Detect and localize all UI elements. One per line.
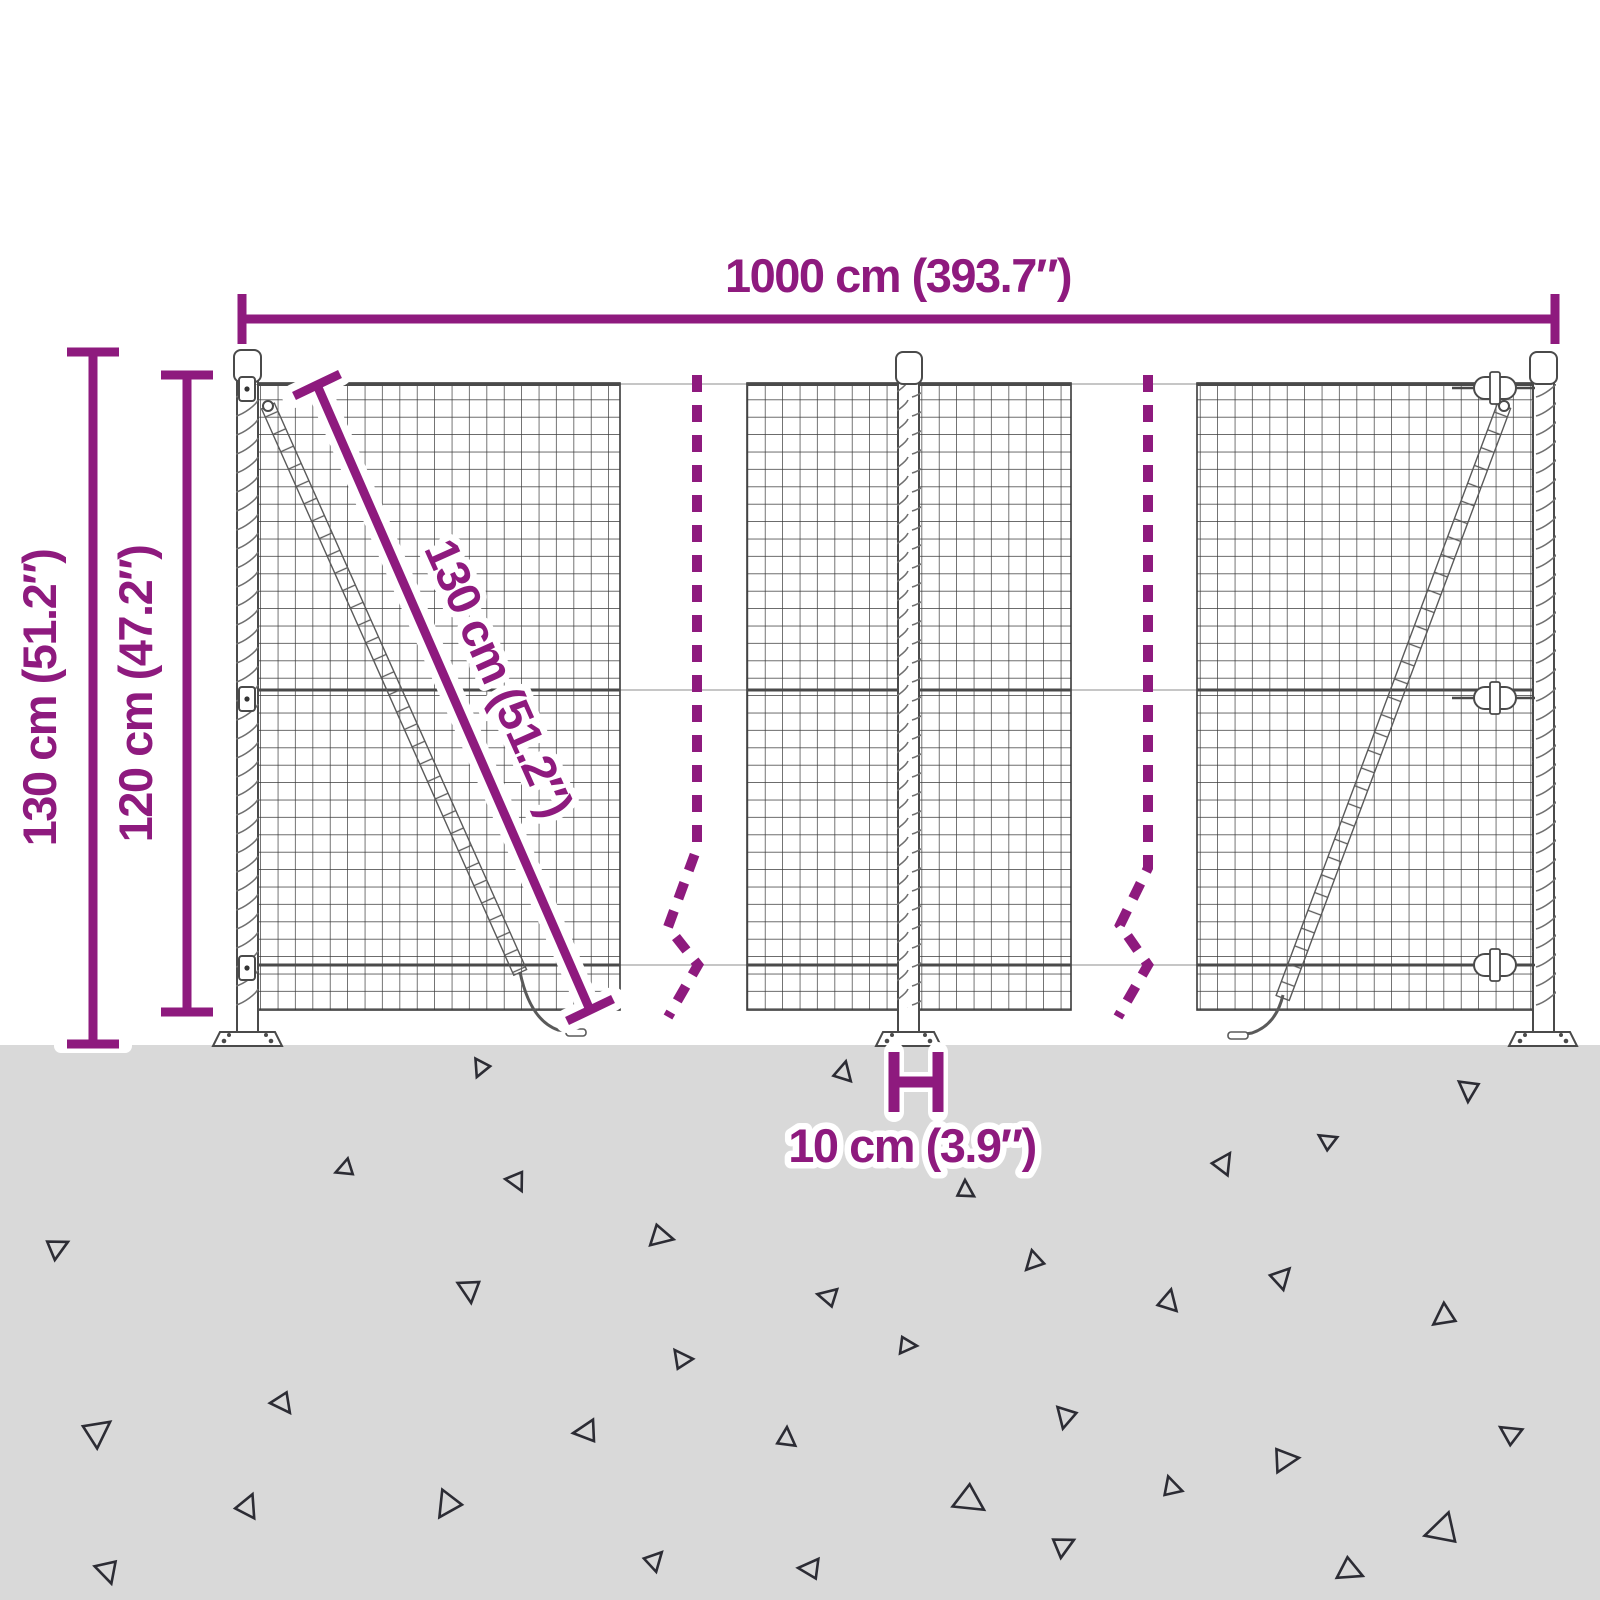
- ground-triangle: [502, 1170, 524, 1194]
- ground-triangle: [1431, 1300, 1458, 1327]
- ground-triangle: [1267, 1266, 1292, 1293]
- ground-triangle: [1334, 1554, 1366, 1580]
- mesh-panel-left: [255, 382, 621, 1011]
- break-lines: [662, 375, 1154, 1020]
- ground-triangle: [1209, 1150, 1232, 1178]
- ground-triangle: [267, 1390, 292, 1416]
- ground-triangle: [673, 1347, 696, 1371]
- ground-triangle: [1421, 1509, 1457, 1544]
- mesh-height-dimension: 120 cm (47.2″): [103, 370, 213, 1017]
- ground-triangle: [1055, 1405, 1079, 1432]
- break-line-right: [1113, 375, 1154, 1020]
- width-dimension: 1000 cm (393.7″): [237, 243, 1560, 344]
- ground-triangle: [641, 1550, 664, 1575]
- ground-triangle: [1051, 1538, 1077, 1561]
- ground-triangle: [955, 1177, 977, 1198]
- fence-post-left: [211, 349, 284, 1047]
- total-height-dimension: 130 cm (51.2″): [7, 347, 132, 1053]
- ground-triangle: [950, 1481, 987, 1512]
- ground-triangle: [1456, 1080, 1481, 1105]
- post-cap: [895, 351, 923, 385]
- ground-triangle: [648, 1222, 677, 1248]
- width-dimension-label: 1000 cm (393.7″): [725, 249, 1071, 302]
- ground-triangle: [775, 1424, 798, 1448]
- post-cap: [1529, 351, 1558, 385]
- fence-post-center: [874, 351, 943, 1047]
- mesh-height-dimension-label: 120 cm (47.2″): [109, 546, 162, 843]
- ground-triangle: [1155, 1286, 1179, 1313]
- ground-triangle: [474, 1056, 493, 1080]
- ground-triangle: [1162, 1473, 1185, 1497]
- ground-triangle: [92, 1559, 118, 1587]
- brace-right-panel: [1227, 400, 1512, 1040]
- turnbuckle-tensioners: [1452, 371, 1535, 982]
- ground-triangle: [795, 1556, 820, 1581]
- ground-triangle: [898, 1334, 920, 1356]
- ground-triangle: [1024, 1247, 1047, 1272]
- post-depth-dimension: 10 cm (3.9″): [782, 1042, 1044, 1179]
- ground-triangle: [1497, 1425, 1525, 1448]
- ground-triangle: [1275, 1447, 1302, 1475]
- break-line-left: [662, 375, 705, 1020]
- ground-triangle: [814, 1287, 840, 1309]
- post-base-plate: [211, 1031, 284, 1047]
- diagonal-braces: [260, 400, 1512, 1040]
- post-base-plate: [1507, 1031, 1579, 1047]
- ground-triangle: [80, 1420, 113, 1452]
- fence-post-right: [1452, 351, 1579, 1047]
- ground-triangle: [1316, 1133, 1340, 1153]
- ground-triangle: [332, 1155, 355, 1176]
- mesh-clamps-left-post: [238, 376, 256, 981]
- ground-triangle: [232, 1491, 256, 1521]
- post-depth-dimension-label: 10 cm (3.9″): [788, 1119, 1035, 1172]
- ground-texture-triangles: [45, 1056, 1525, 1587]
- brace-left-panel: [260, 400, 587, 1037]
- post-base-plate: [874, 1031, 943, 1047]
- total-height-dimension-label: 130 cm (51.2″): [13, 550, 66, 847]
- ground-triangle: [570, 1417, 596, 1444]
- ground-triangle: [831, 1058, 853, 1084]
- ground-triangle: [45, 1240, 71, 1263]
- fence-posts: [211, 349, 1579, 1047]
- ground-triangle: [455, 1280, 482, 1306]
- ground-triangle: [437, 1487, 465, 1520]
